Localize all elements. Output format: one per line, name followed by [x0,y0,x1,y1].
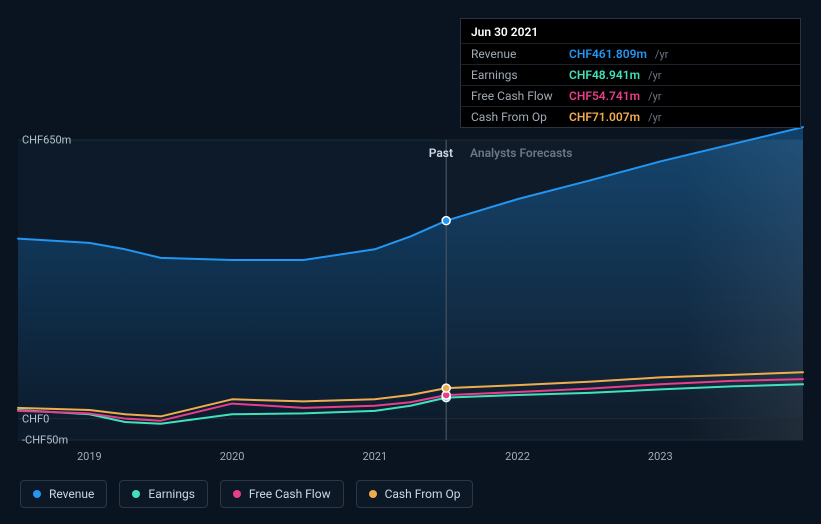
x-axis-tick-label: 2022 [505,450,530,463]
legend-item-cfo[interactable]: Cash From Op [356,480,474,508]
tooltip-row-unit: /yr [648,111,661,124]
tooltip-row: Revenue CHF461.809m/yr [461,43,800,64]
tooltip-row-label: Revenue [471,47,561,61]
legend-item-fcf[interactable]: Free Cash Flow [220,480,344,508]
tooltip-row-unit: /yr [655,48,668,61]
legend-dot-icon [233,490,241,498]
legend-item-revenue[interactable]: Revenue [20,480,107,508]
tooltip-row-unit: /yr [648,69,661,82]
past-section-label: Past [429,146,453,160]
x-axis-tick-label: 2019 [77,450,102,463]
legend-label: Earnings [148,487,195,501]
tooltip-row-label: Earnings [471,68,561,82]
financial-chart: CHF650mCHF0-CHF50m 20192020202120222023 … [0,0,821,524]
tooltip-row: Free Cash Flow CHF54.741m/yr [461,85,800,106]
legend-label: Revenue [49,487,94,501]
legend-dot-icon [33,490,41,498]
tooltip-row: Earnings CHF48.941m/yr [461,64,800,85]
x-axis-tick-label: 2020 [220,450,245,463]
legend-dot-icon [132,490,140,498]
x-axis-tick-label: 2021 [362,450,387,463]
legend-label: Cash From Op [385,487,461,501]
x-axis-tick-label: 2023 [648,450,673,463]
legend-item-earnings[interactable]: Earnings [119,480,208,508]
forecast-section-label: Analysts Forecasts [470,146,572,160]
tooltip-row-label: Cash From Op [471,110,561,124]
tooltip-row-value: CHF48.941m [569,68,640,82]
legend-dot-icon [369,490,377,498]
tooltip-row-value: CHF54.741m [569,89,640,103]
y-axis-tick-label: CHF0 [22,412,49,425]
tooltip-row-label: Free Cash Flow [471,89,561,103]
legend-label: Free Cash Flow [249,487,331,501]
chart-legend: Revenue Earnings Free Cash Flow Cash From O… [20,480,473,508]
tooltip-row-value: CHF71.007m [569,110,640,124]
y-axis-tick-label: -CHF50m [22,434,68,447]
tooltip-row: Cash From Op CHF71.007m/yr [461,106,800,127]
y-axis-tick-label: CHF650m [22,134,71,147]
chart-tooltip: Jun 30 2021 RevenueCHF461.809m/yrEarning… [460,18,801,128]
tooltip-row-unit: /yr [648,90,661,103]
tooltip-row-value: CHF461.809m [569,47,647,61]
tooltip-date: Jun 30 2021 [461,19,800,43]
